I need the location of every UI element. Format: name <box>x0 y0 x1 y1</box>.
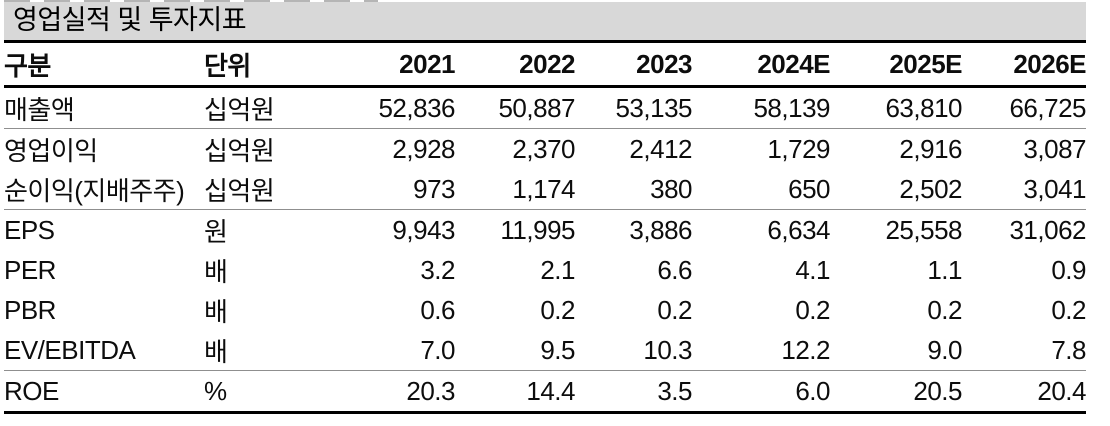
cell-value: 4.1 <box>795 254 830 285</box>
table-row-net-profit: 순이익(지배주주) 십억원 973 1,174 380 650 2,502 3,… <box>4 169 1086 210</box>
table-title-bar: 영업실적 및 투자지표 <box>4 2 1086 40</box>
cell-value: 2,370 <box>512 133 575 164</box>
row-label: 매출액 <box>4 86 204 129</box>
row-unit: % <box>204 375 227 406</box>
cell-value: 9.0 <box>830 330 962 371</box>
column-header-year: 2023 <box>575 41 692 88</box>
row-unit: 배 <box>204 330 339 371</box>
cell-value: 2,928 <box>392 133 455 164</box>
column-header-year: 2022 <box>455 41 575 88</box>
cell-value: 1.1 <box>927 254 962 285</box>
row-unit: 십억원 <box>204 86 339 129</box>
row-label: ROE <box>4 375 59 406</box>
cell-value: 3,041 <box>962 169 1086 210</box>
cell-value: 31,062 <box>1009 214 1086 245</box>
column-header-year: 2026E <box>962 41 1086 88</box>
cell-value: 1,174 <box>455 169 575 210</box>
cell-value: 20.5 <box>913 375 962 406</box>
cell-value: 650 <box>692 169 830 210</box>
clipped-content-artifact <box>4 0 378 2</box>
cell-value: 25,558 <box>885 214 962 245</box>
column-header-year: 2025E <box>830 41 962 88</box>
row-label: PER <box>4 254 56 285</box>
cell-value: 2,916 <box>899 133 962 164</box>
table-row-per: PER 배 3.2 2.1 6.6 4.1 1.1 0.9 <box>4 250 1086 290</box>
cell-value: 3,886 <box>629 214 692 245</box>
table-row-eps: EPS 원 9,943 11,995 3,886 6,634 25,558 31… <box>4 210 1086 251</box>
column-header-category: 구분 <box>4 41 204 88</box>
cell-value: 0.6 <box>420 294 455 325</box>
row-unit: 십억원 <box>204 169 339 210</box>
table-row-pbr: PBR 배 0.6 0.2 0.2 0.2 0.2 0.2 <box>4 290 1086 330</box>
financials-table: 구분 단위 2021 2022 2023 2024E 2025E 2026E 매… <box>4 40 1086 414</box>
cell-value: 2,502 <box>830 169 962 210</box>
row-unit: 원 <box>204 216 228 247</box>
cell-value: 3,087 <box>1023 133 1086 164</box>
cell-value: 63,810 <box>830 86 962 129</box>
cell-value: 12.2 <box>692 330 830 371</box>
cell-value: 2.1 <box>540 254 575 285</box>
row-label: 순이익(지배주주) <box>4 169 204 210</box>
table-title: 영업실적 및 투자지표 <box>13 4 247 35</box>
row-label: 영업이익 <box>4 135 98 166</box>
cell-value: 50,887 <box>455 86 575 129</box>
row-unit: 배 <box>204 256 228 287</box>
column-header-year: 2021 <box>339 41 455 88</box>
column-header-unit: 단위 <box>204 41 339 88</box>
cell-value: 380 <box>575 169 692 210</box>
cell-value: 20.4 <box>1037 375 1086 406</box>
cell-value: 66,725 <box>962 86 1086 129</box>
cell-value: 0.2 <box>540 294 575 325</box>
column-header-year: 2024E <box>692 41 830 88</box>
cell-value: 2,412 <box>629 133 692 164</box>
cell-value: 14.4 <box>526 375 575 406</box>
cell-value: 3.5 <box>657 375 692 406</box>
cell-value: 0.2 <box>1051 294 1086 325</box>
cell-value: 53,135 <box>575 86 692 129</box>
row-label: EV/EBITDA <box>4 330 204 371</box>
cell-value: 6,634 <box>767 214 830 245</box>
row-label: EPS <box>4 214 55 245</box>
row-label: PBR <box>4 294 56 325</box>
cell-value: 3.2 <box>420 254 455 285</box>
table-row-roe: ROE % 20.3 14.4 3.5 6.0 20.5 20.4 <box>4 371 1086 413</box>
table-row-ev-ebitda: EV/EBITDA 배 7.0 9.5 10.3 12.2 9.0 7.8 <box>4 330 1086 371</box>
cell-value: 9.5 <box>455 330 575 371</box>
cell-value: 11,995 <box>500 214 575 245</box>
cell-value: 1,729 <box>767 133 830 164</box>
cell-value: 6.0 <box>795 375 830 406</box>
cell-value: 0.2 <box>657 294 692 325</box>
cell-value: 58,139 <box>692 86 830 129</box>
row-unit: 십억원 <box>204 135 275 166</box>
cell-value: 973 <box>339 169 455 210</box>
table-row-revenue: 매출액 십억원 52,836 50,887 53,135 58,139 63,8… <box>4 86 1086 129</box>
cell-value: 7.0 <box>339 330 455 371</box>
row-unit: 배 <box>204 296 228 327</box>
cell-value: 6.6 <box>657 254 692 285</box>
cell-value: 0.2 <box>927 294 962 325</box>
cell-value: 9,943 <box>392 214 455 245</box>
cell-value: 0.9 <box>1051 254 1086 285</box>
cell-value: 52,836 <box>339 86 455 129</box>
table-row-operating-profit: 영업이익 십억원 2,928 2,370 2,412 1,729 2,916 3… <box>4 129 1086 170</box>
cell-value: 7.8 <box>962 330 1086 371</box>
cell-value: 10.3 <box>575 330 692 371</box>
table-header-row: 구분 단위 2021 2022 2023 2024E 2025E 2026E <box>4 41 1086 88</box>
financials-panel: 영업실적 및 투자지표 구분 단위 2021 2022 2023 2024E 2… <box>4 2 1086 414</box>
cell-value: 20.3 <box>406 375 455 406</box>
cell-value: 0.2 <box>795 294 830 325</box>
